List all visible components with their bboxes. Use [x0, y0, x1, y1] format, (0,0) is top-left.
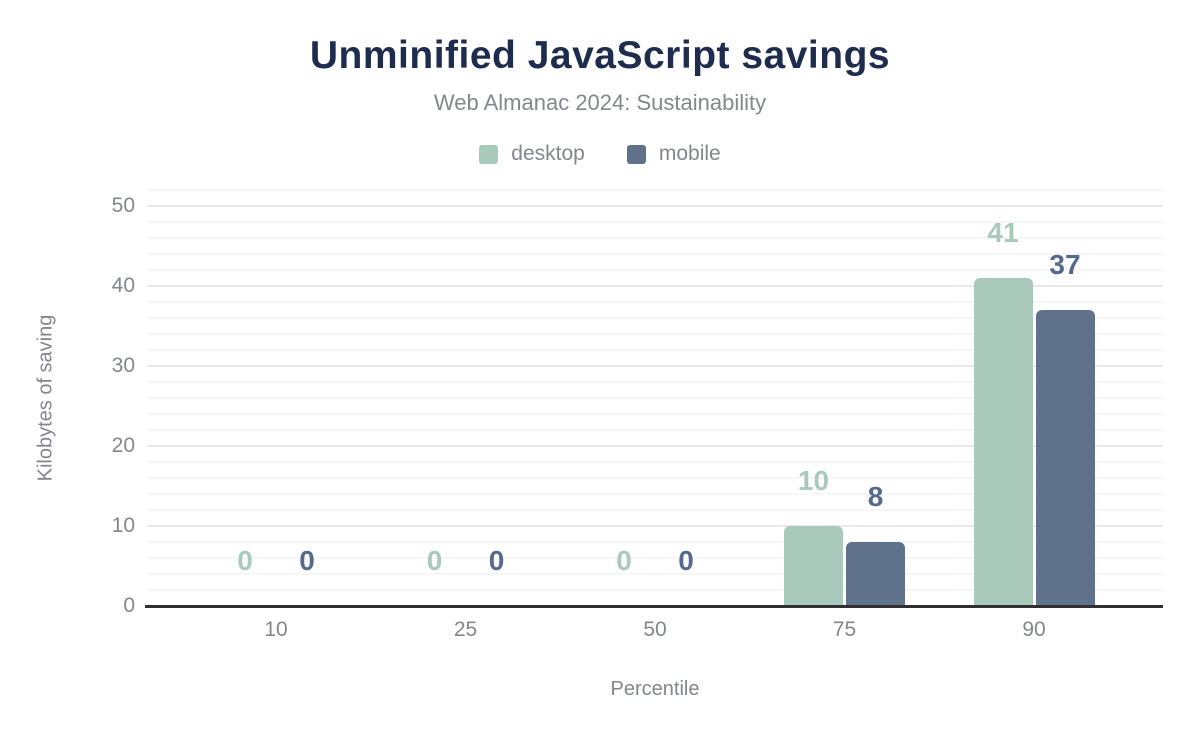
bar-label-desktop-p10: 0 [237, 545, 253, 576]
bar-desktop-p75[interactable] [784, 526, 843, 606]
bar-label-mobile-p25: 0 [488, 545, 505, 576]
legend-swatch-mobile [626, 144, 646, 164]
bar-label-desktop-p50: 0 [616, 545, 632, 576]
y-tick-label: 40 [111, 274, 135, 297]
chart-title: Unminified JavaScript savings [309, 34, 891, 77]
gridline-minor [147, 573, 1163, 575]
gridline-minor [147, 397, 1163, 399]
y-tick-label: 20 [111, 434, 135, 457]
gridline-minor [147, 541, 1163, 543]
legend-label-mobile: mobile [658, 142, 721, 165]
x-axis-line [145, 605, 1163, 608]
x-tick-label: 90 [1022, 618, 1046, 641]
gridline-minor [147, 413, 1163, 415]
y-tick-label: 10 [111, 514, 135, 537]
gridline-minor [147, 253, 1163, 255]
bar-label-mobile-p50: 0 [678, 545, 694, 576]
bar-label-mobile-p90: 37 [1049, 249, 1081, 280]
x-tick-label: 25 [453, 618, 478, 641]
gridline-major [147, 525, 1163, 527]
gridline-major [147, 365, 1163, 367]
gridline-minor [147, 189, 1163, 191]
y-tick-label: 50 [111, 194, 135, 217]
gridline-minor [147, 333, 1163, 335]
chart-subtitle: Web Almanac 2024: Sustainability [433, 90, 767, 115]
y-tick-label: 0 [123, 594, 135, 617]
gridline-minor [147, 477, 1163, 479]
bar-label-desktop-p90: 41 [987, 217, 1019, 248]
gridline-major [147, 285, 1163, 287]
bar-label-mobile-p10: 0 [299, 545, 315, 576]
gridline-minor [147, 461, 1163, 463]
legend-item-desktop[interactable]: desktop [479, 142, 585, 166]
x-tick-label: 75 [832, 618, 857, 641]
gridline-major [147, 445, 1163, 447]
gridline-minor [147, 589, 1163, 591]
bar-label-mobile-p75: 8 [867, 481, 884, 512]
bar-desktop-p90[interactable] [973, 278, 1033, 606]
x-axis-title: Percentile [610, 678, 700, 700]
gridline-minor [147, 509, 1163, 511]
bar-mobile-p75[interactable] [846, 542, 905, 606]
gridline-minor [147, 269, 1163, 271]
bar-mobile-p90[interactable] [1035, 310, 1095, 606]
gridline-major [147, 205, 1163, 207]
gridline-minor [147, 381, 1163, 383]
bar-label-desktop-p25: 0 [426, 545, 443, 576]
legend-label-desktop: desktop [511, 142, 585, 165]
bar-label-desktop-p75: 10 [797, 465, 830, 496]
gridline-minor [147, 317, 1163, 319]
gridline-minor [147, 429, 1163, 431]
legend: desktop mobile [0, 142, 1200, 166]
gridline-minor [147, 557, 1163, 559]
y-tick-label: 30 [111, 354, 135, 377]
gridline-minor [147, 493, 1163, 495]
gridline-minor [147, 221, 1163, 223]
gridline-minor [147, 349, 1163, 351]
gridline-minor [147, 237, 1163, 239]
legend-item-mobile[interactable]: mobile [626, 142, 721, 166]
x-tick-label: 10 [264, 618, 288, 641]
legend-swatch-desktop [479, 144, 499, 164]
gridline-minor [147, 301, 1163, 303]
x-tick-label: 50 [643, 618, 667, 641]
